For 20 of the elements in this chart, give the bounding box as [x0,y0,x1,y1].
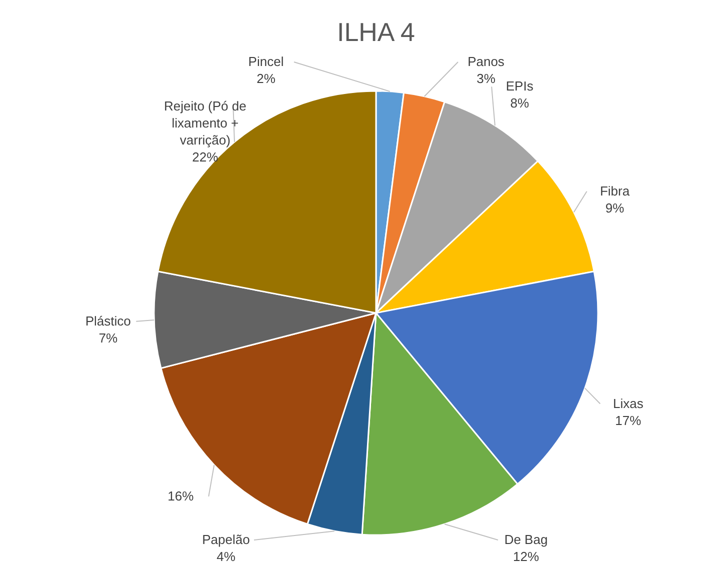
data-label: 17% [615,412,642,428]
slice-label: Lixas [612,396,644,411]
data-label: 9% [605,200,625,216]
data-label: 4% [216,549,236,564]
slice-label: Panos [468,54,505,69]
slice-label: Pincel [248,54,284,69]
slice-label: Fibra [600,183,630,198]
slice-label: Rejeito (Pó de lixamento + varrição) [164,98,246,148]
data-label: 16% [168,488,194,504]
slice-label: Papelão [202,532,250,547]
slice-label: EPIs [506,78,534,94]
slice-label: De Bag [504,532,548,547]
data-label: 7% [98,330,118,346]
data-label: 22% [192,150,219,164]
chart-title: ILHA 4 [336,17,416,47]
data-label: 3% [476,71,496,86]
data-label: 12% [512,549,540,564]
slice-label: Plástico [85,313,131,328]
data-label: 8% [510,96,530,111]
data-label: 2% [256,71,276,86]
